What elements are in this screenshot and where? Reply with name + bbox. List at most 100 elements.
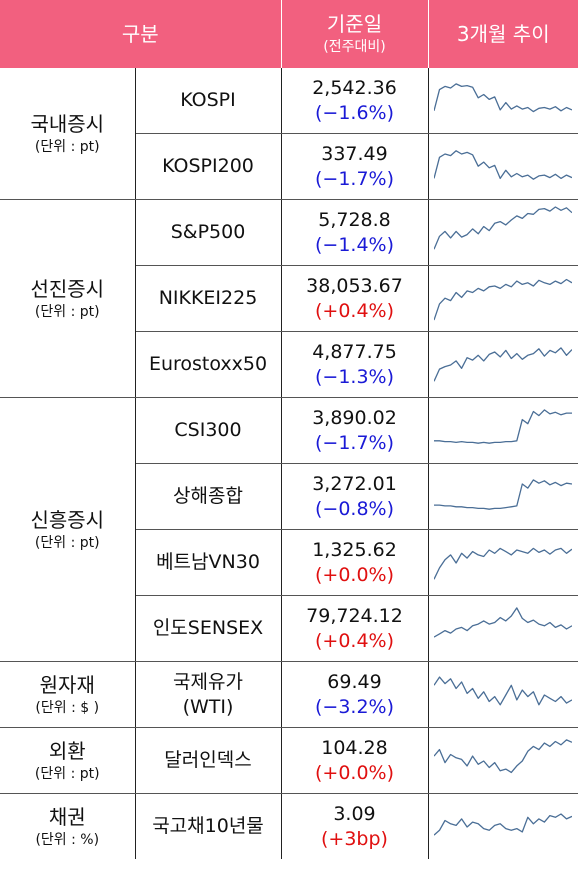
market-summary-table: 구분 기준일 (전주대비) 3개월 추이 국내증시 (단위 : pt) KOSP… xyxy=(0,0,578,859)
item-name: 국고채10년물 xyxy=(135,793,282,859)
change-text: (−3.2%) xyxy=(314,695,394,718)
table-row: 상해종합 3,272.01 (−0.8%) xyxy=(0,463,578,530)
sparkline-cell xyxy=(428,595,578,662)
item-name: KOSPI xyxy=(135,68,282,134)
item-name: 인도SENSEX xyxy=(135,595,282,662)
table-row: 원자재 (단위 : $ ) 국제유가 (WTI) 69.49 (−3.2%) xyxy=(0,661,578,728)
item-name: Eurostoxx50 xyxy=(135,331,282,398)
value-text: 3,272.01 xyxy=(312,472,397,495)
sparkline-cell xyxy=(428,794,578,860)
sparkline-series xyxy=(434,278,573,320)
sparkline-cell xyxy=(428,133,578,200)
change-text: (−1.3%) xyxy=(314,365,394,388)
sparkline-chart xyxy=(434,675,573,705)
value-text: 5,728.8 xyxy=(318,208,391,231)
table-row: Eurostoxx50 4,877.75 (−1.3%) xyxy=(0,331,578,398)
item-name: 상해종합 xyxy=(135,463,282,530)
table-row: KOSPI200 337.49 (−1.7%) xyxy=(0,133,578,200)
sparkline-chart xyxy=(434,408,573,444)
sparkline-cell xyxy=(428,331,578,398)
item-name: CSI300 xyxy=(135,397,282,464)
item-name: KOSPI200 xyxy=(135,133,282,200)
sparkline-cell xyxy=(428,199,578,266)
change-text: (−1.4%) xyxy=(314,233,394,256)
sparkline-series xyxy=(434,408,573,444)
sparkline-chart xyxy=(434,149,573,180)
value-text: 1,325.62 xyxy=(312,538,397,561)
value-cell: 2,542.36 (−1.6%) xyxy=(281,68,429,134)
group-name: 외환 xyxy=(48,738,86,763)
item-name: 달러인덱스 xyxy=(135,727,282,794)
table-row: 선진증시 (단위 : pt) S&P500 5,728.8 (−1.4%) xyxy=(0,199,578,398)
item-name: 베트남VN30 xyxy=(135,529,282,596)
change-text: (+0.4%) xyxy=(314,629,394,652)
sparkline-series xyxy=(434,812,573,836)
value-text: 337.49 xyxy=(321,142,388,165)
value-text: 2,542.36 xyxy=(312,76,397,99)
value-cell: 4,877.75 (−1.3%) xyxy=(281,331,429,398)
value-cell: 69.49 (−3.2%) xyxy=(281,661,429,728)
sparkline-series xyxy=(434,82,573,112)
sparkline-chart xyxy=(434,346,573,382)
group-cell: 원자재 (단위 : $ ) xyxy=(0,661,136,728)
sparkline-chart xyxy=(434,812,573,836)
table-row: 채권 (단위 : %) 국고채10년물 3.09 (+3bp) xyxy=(0,793,578,860)
change-text: (−1.6%) xyxy=(314,101,394,124)
table-row: 국내증시 (단위 : pt) KOSPI 2,542.36 (−1.6%) xyxy=(0,68,578,200)
value-text: 3.09 xyxy=(333,802,376,825)
item-name: NIKKEI225 xyxy=(135,265,282,332)
group-cell: 선진증시 (단위 : pt) xyxy=(0,199,136,398)
change-text: (+0.4%) xyxy=(314,299,394,322)
table-row: 베트남VN30 1,325.62 (+0.0%) xyxy=(0,529,578,596)
item-name: 국제유가 (WTI) xyxy=(135,661,282,728)
sparkline-cell xyxy=(428,727,578,794)
sparkline-series xyxy=(434,675,573,705)
table-row: 인도SENSEX 79,724.12 (+0.4%) xyxy=(0,595,578,662)
group-unit: (단위 : pt) xyxy=(34,303,100,320)
sparkline-chart xyxy=(434,547,573,580)
value-cell: 3,272.01 (−0.8%) xyxy=(281,463,429,530)
item-name: S&P500 xyxy=(135,199,282,266)
sparkline-chart xyxy=(434,738,573,773)
sparkline-chart xyxy=(434,278,573,320)
value-cell: 79,724.12 (+0.4%) xyxy=(281,595,429,662)
change-text: (−1.7%) xyxy=(314,431,394,454)
value-text: 69.49 xyxy=(327,670,382,693)
value-cell: 3.09 (+3bp) xyxy=(281,793,429,859)
group-unit: (단위 : pt) xyxy=(34,534,100,551)
item-name-line1: 국제유가 xyxy=(173,670,243,693)
sparkline-chart xyxy=(434,478,573,510)
header-category-label: 구분 xyxy=(121,22,159,46)
table-row: NIKKEI225 38,053.67 (+0.4%) xyxy=(0,265,578,332)
sparkline-chart xyxy=(434,205,573,250)
value-cell: 5,728.8 (−1.4%) xyxy=(281,199,429,266)
group-unit: (단위 : $ ) xyxy=(35,699,100,716)
header-category: 구분 xyxy=(0,0,282,68)
sparkline-series xyxy=(434,606,573,638)
value-text: 4,877.75 xyxy=(312,340,397,363)
group-unit: (단위 : pt) xyxy=(34,765,100,782)
header-row: 구분 기준일 (전주대비) 3개월 추이 xyxy=(0,0,578,68)
sparkline-series xyxy=(434,738,573,773)
sparkline-cell xyxy=(428,68,578,134)
group-name: 원자재 xyxy=(39,672,95,697)
change-text: (+3bp) xyxy=(321,827,388,850)
group-name: 선진증시 xyxy=(30,276,105,301)
sparkline-series xyxy=(434,149,573,180)
sparkline-chart xyxy=(434,82,573,112)
change-text: (−0.8%) xyxy=(314,497,394,520)
change-text: (+0.0%) xyxy=(314,563,394,586)
header-base-date-label: 기준일 xyxy=(326,12,383,36)
sparkline-series xyxy=(434,205,573,250)
group-cell: 외환 (단위 : pt) xyxy=(0,727,136,794)
header-trend: 3개월 추이 xyxy=(428,0,578,68)
group-unit: (단위 : %) xyxy=(35,831,100,848)
value-text: 38,053.67 xyxy=(306,274,403,297)
value-text: 79,724.12 xyxy=(306,604,403,627)
group-cell: 국내증시 (단위 : pt) xyxy=(0,68,136,200)
value-cell: 337.49 (−1.7%) xyxy=(281,133,429,200)
value-cell: 1,325.62 (+0.0%) xyxy=(281,529,429,596)
group-unit: (단위 : pt) xyxy=(34,138,100,155)
header-base-date-sub: (전주대비) xyxy=(323,39,386,55)
value-cell: 104.28 (+0.0%) xyxy=(281,727,429,794)
